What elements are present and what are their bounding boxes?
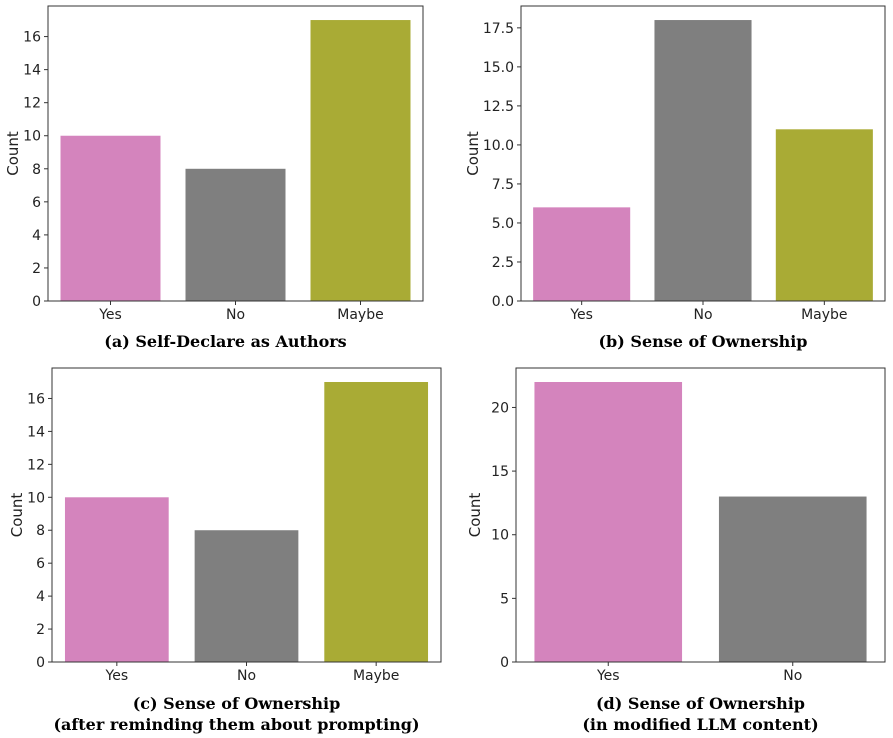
y-tick-label: 0 bbox=[36, 655, 45, 671]
plot-frame bbox=[515, 367, 886, 663]
y-tick-label: 0 bbox=[32, 294, 41, 310]
plot-frame bbox=[51, 367, 442, 663]
x-tick-label: Maybe bbox=[337, 307, 383, 323]
chart-panel-2: Yes No Maybe 0.0 2.5 5.0 7.5 10.0 12.5 15.0 17.5 Co… bbox=[464, 5, 886, 351]
plot-frame bbox=[47, 5, 424, 302]
bar-yes bbox=[60, 135, 161, 301]
plot-frame bbox=[520, 5, 886, 302]
x-tick-label: No bbox=[226, 307, 245, 323]
x-tick-label: No bbox=[693, 307, 712, 323]
y-axis-label: Count bbox=[464, 131, 482, 176]
chart-caption: (d) Sense of Ownership bbox=[596, 694, 805, 713]
bar-no bbox=[654, 20, 752, 302]
bar-yes bbox=[64, 497, 169, 662]
chart-caption: (c) Sense of Ownership bbox=[133, 694, 341, 713]
y-tick-label: 2 bbox=[32, 261, 41, 277]
y-tick-label: 14 bbox=[27, 424, 45, 440]
y-axis-label: Count bbox=[466, 493, 484, 538]
y-tick-label: 2 bbox=[36, 622, 45, 638]
y-tick-label: 10 bbox=[23, 129, 41, 145]
x-tick-label: Maybe bbox=[801, 307, 847, 323]
y-tick-label: 2.5 bbox=[492, 255, 514, 271]
y-tick-label: 6 bbox=[36, 556, 45, 572]
bar-no bbox=[185, 168, 286, 301]
y-tick-label: 15.0 bbox=[483, 60, 514, 76]
y-tick-label: 4 bbox=[32, 228, 41, 244]
chart-caption: (after reminding them about prompting) bbox=[53, 715, 419, 734]
chart-panel-3: Yes No Maybe 0 2 4 6 8 10 12 14 16 Count (c) Sense of… bbox=[8, 367, 442, 734]
y-tick-label: 10.0 bbox=[483, 138, 514, 154]
y-tick-label: 4 bbox=[36, 589, 45, 605]
y-tick-label: 20 bbox=[491, 400, 509, 416]
y-tick-label: 10 bbox=[491, 528, 509, 544]
y-tick-label: 0.0 bbox=[492, 294, 514, 310]
y-tick-label: 5.0 bbox=[492, 216, 514, 232]
x-tick-label: No bbox=[783, 668, 802, 684]
bar-yes bbox=[534, 382, 683, 662]
y-tick-label: 5 bbox=[500, 591, 509, 607]
y-tick-label: 0 bbox=[500, 655, 509, 671]
x-tick-label: Yes bbox=[105, 668, 129, 684]
y-tick-label: 6 bbox=[32, 195, 41, 211]
y-axis-label: Count bbox=[8, 493, 26, 538]
y-tick-label: 15 bbox=[491, 464, 509, 480]
y-tick-label: 8 bbox=[32, 162, 41, 178]
y-tick-label: 12.5 bbox=[483, 99, 514, 115]
y-tick-label: 8 bbox=[36, 523, 45, 539]
x-tick-label: Maybe bbox=[353, 668, 399, 684]
y-tick-label: 10 bbox=[27, 490, 45, 506]
chart-caption: (in modified LLM content) bbox=[582, 715, 818, 734]
y-tick-label: 12 bbox=[23, 96, 41, 112]
y-tick-label: 7.5 bbox=[492, 177, 514, 193]
x-tick-label: Yes bbox=[596, 668, 620, 684]
bar-maybe bbox=[324, 382, 429, 662]
x-tick-label: Yes bbox=[98, 307, 122, 323]
chart-caption: (b) Sense of Ownership bbox=[598, 332, 807, 351]
x-tick-label: No bbox=[237, 668, 256, 684]
y-axis-label: Count bbox=[4, 131, 22, 176]
y-tick-label: 16 bbox=[27, 391, 45, 407]
chart-panel-4: Yes No 0 5 10 15 20 Count (d) Sense of Ownership… bbox=[466, 367, 886, 734]
x-tick-label: Yes bbox=[569, 307, 593, 323]
chart-panel-1: Yes No Maybe 0 2 4 6 8 10 12 14 16 Count (a) Self-Dec… bbox=[4, 5, 424, 351]
bar-maybe bbox=[310, 20, 411, 302]
y-tick-label: 16 bbox=[23, 30, 41, 46]
bar-no bbox=[718, 496, 867, 662]
y-tick-label: 17.5 bbox=[483, 21, 514, 37]
y-tick-label: 12 bbox=[27, 457, 45, 473]
bar-yes bbox=[533, 207, 631, 301]
chart-caption: (a) Self-Declare as Authors bbox=[104, 332, 346, 351]
bar-maybe bbox=[775, 129, 873, 301]
bar-no bbox=[194, 530, 299, 662]
y-tick-label: 14 bbox=[23, 63, 41, 79]
